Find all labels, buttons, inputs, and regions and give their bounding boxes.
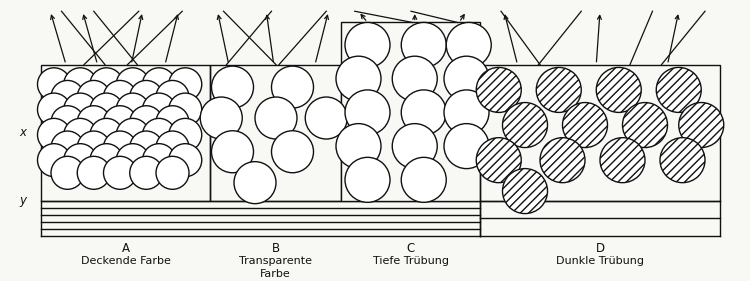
Ellipse shape xyxy=(679,103,724,148)
Ellipse shape xyxy=(156,106,189,139)
Ellipse shape xyxy=(444,90,489,135)
Ellipse shape xyxy=(562,103,608,148)
Ellipse shape xyxy=(200,97,242,139)
Ellipse shape xyxy=(104,131,136,164)
Ellipse shape xyxy=(211,131,254,173)
Ellipse shape xyxy=(596,67,641,112)
Ellipse shape xyxy=(444,56,489,101)
Ellipse shape xyxy=(130,156,163,189)
Ellipse shape xyxy=(104,80,136,114)
Ellipse shape xyxy=(64,68,97,101)
Text: D: D xyxy=(596,242,604,255)
Ellipse shape xyxy=(401,90,446,135)
Bar xyxy=(480,65,720,201)
Ellipse shape xyxy=(38,118,70,151)
Ellipse shape xyxy=(622,103,668,148)
Ellipse shape xyxy=(536,67,581,112)
Ellipse shape xyxy=(38,68,70,101)
Ellipse shape xyxy=(305,97,347,139)
Ellipse shape xyxy=(38,144,70,177)
Ellipse shape xyxy=(446,22,491,67)
Ellipse shape xyxy=(444,124,489,169)
Text: Tiefe Trübung: Tiefe Trübung xyxy=(373,256,448,266)
Ellipse shape xyxy=(345,90,390,135)
Ellipse shape xyxy=(90,118,123,151)
Ellipse shape xyxy=(90,68,123,101)
Ellipse shape xyxy=(116,68,149,101)
Ellipse shape xyxy=(51,156,84,189)
Ellipse shape xyxy=(169,68,202,101)
Text: y: y xyxy=(19,194,26,207)
Ellipse shape xyxy=(104,106,136,139)
Ellipse shape xyxy=(503,169,548,214)
Ellipse shape xyxy=(345,22,390,67)
Ellipse shape xyxy=(51,80,84,114)
Ellipse shape xyxy=(142,68,176,101)
Ellipse shape xyxy=(142,93,176,126)
Ellipse shape xyxy=(234,162,276,204)
Text: Transparente: Transparente xyxy=(239,256,312,266)
Ellipse shape xyxy=(156,80,189,114)
Ellipse shape xyxy=(392,124,437,169)
Ellipse shape xyxy=(540,138,585,183)
Ellipse shape xyxy=(401,22,446,67)
Ellipse shape xyxy=(104,156,136,189)
Ellipse shape xyxy=(156,156,189,189)
Text: Dunkle Trübung: Dunkle Trübung xyxy=(556,256,644,266)
Ellipse shape xyxy=(64,144,97,177)
Ellipse shape xyxy=(401,157,446,202)
Ellipse shape xyxy=(169,118,202,151)
Ellipse shape xyxy=(64,118,97,151)
Ellipse shape xyxy=(476,138,521,183)
Bar xyxy=(341,22,480,201)
Ellipse shape xyxy=(38,93,70,126)
Ellipse shape xyxy=(77,106,110,139)
Ellipse shape xyxy=(336,56,381,101)
Ellipse shape xyxy=(142,118,176,151)
Ellipse shape xyxy=(90,144,123,177)
Ellipse shape xyxy=(255,97,297,139)
Ellipse shape xyxy=(656,67,701,112)
Ellipse shape xyxy=(130,131,163,164)
Text: B: B xyxy=(272,242,280,255)
Ellipse shape xyxy=(503,103,548,148)
Ellipse shape xyxy=(272,131,314,173)
Ellipse shape xyxy=(142,144,176,177)
Text: x: x xyxy=(19,126,26,139)
Ellipse shape xyxy=(116,93,149,126)
Ellipse shape xyxy=(345,157,390,202)
Ellipse shape xyxy=(116,144,149,177)
Text: C: C xyxy=(406,242,415,255)
Ellipse shape xyxy=(600,138,645,183)
Text: Farbe: Farbe xyxy=(260,269,291,279)
Ellipse shape xyxy=(660,138,705,183)
Bar xyxy=(41,65,210,201)
Text: Deckende Farbe: Deckende Farbe xyxy=(81,256,170,266)
Ellipse shape xyxy=(272,66,314,108)
Text: A: A xyxy=(122,242,130,255)
Ellipse shape xyxy=(169,144,202,177)
Ellipse shape xyxy=(211,66,254,108)
Ellipse shape xyxy=(51,106,84,139)
Ellipse shape xyxy=(336,124,381,169)
Ellipse shape xyxy=(130,106,163,139)
Ellipse shape xyxy=(476,67,521,112)
Ellipse shape xyxy=(392,56,437,101)
Ellipse shape xyxy=(77,131,110,164)
Bar xyxy=(210,65,341,201)
Ellipse shape xyxy=(51,131,84,164)
Ellipse shape xyxy=(169,93,202,126)
Ellipse shape xyxy=(156,131,189,164)
Ellipse shape xyxy=(77,156,110,189)
Ellipse shape xyxy=(64,93,97,126)
Ellipse shape xyxy=(90,93,123,126)
Ellipse shape xyxy=(130,80,163,114)
Ellipse shape xyxy=(116,118,149,151)
Ellipse shape xyxy=(77,80,110,114)
